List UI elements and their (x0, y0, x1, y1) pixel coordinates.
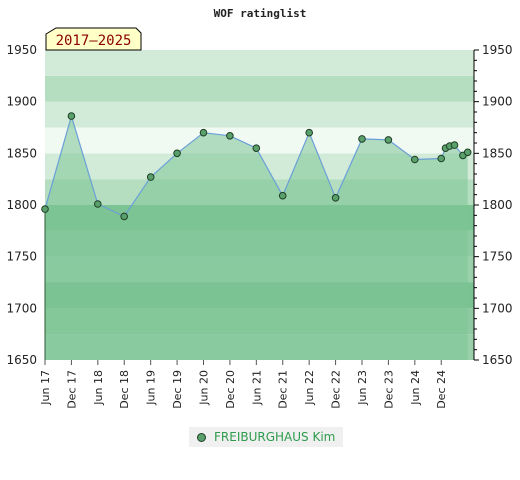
x-tick-label: Dec 21 (277, 370, 290, 409)
data-point (41, 205, 49, 213)
right-y-axis: 1650 1700 1750 1800 1850 1900 1950 (473, 43, 513, 367)
background-band (45, 101, 474, 128)
right-y-tick-label: 1900 (482, 95, 513, 109)
x-tick-label: Jun 24 (409, 370, 422, 406)
data-point (358, 135, 366, 143)
background-band (45, 75, 474, 102)
data-point (252, 144, 261, 152)
chart-title: WOF ratinglist (214, 7, 307, 20)
data-point (331, 194, 340, 202)
x-tick-label: Jun 17 (39, 370, 52, 406)
x-tick-label: Dec 19 (171, 370, 184, 409)
x-tick-label: Jun 18 (92, 370, 105, 406)
data-point (146, 173, 155, 181)
left-y-tick-label: 1950 (6, 43, 37, 57)
legend-label: FREIBURGHAUS Kim (214, 430, 336, 444)
left-y-tick-label: 1650 (6, 353, 37, 367)
left-y-axis: 1650 1700 1750 1800 1850 1900 1950 (6, 43, 37, 367)
x-tick-label: Jun 21 (250, 370, 263, 406)
x-tick-label: Dec 23 (382, 370, 395, 409)
data-point (199, 128, 208, 137)
data-point (278, 191, 287, 200)
period-badge-label: 2017–2025 (56, 33, 132, 49)
period-badge: 2017–2025 (45, 27, 142, 51)
x-tick-label: Dec 20 (224, 370, 237, 409)
left-y-tick-label: 1850 (6, 146, 37, 160)
left-y-tick-label: 1800 (6, 198, 37, 212)
right-y-tick-label: 1850 (482, 146, 513, 160)
legend-marker (197, 432, 206, 442)
data-point (463, 148, 472, 157)
data-point (437, 154, 446, 163)
x-tick-label: Jun 22 (303, 370, 316, 406)
x-tick-label: Jun 20 (197, 370, 210, 406)
period-badge-shape (45, 27, 142, 51)
right-y-tick-label: 1800 (482, 198, 513, 212)
left-y-tick-label: 1900 (6, 95, 37, 109)
right-y-tick-label: 1650 (482, 353, 513, 367)
x-tick-label: Dec 24 (435, 370, 448, 409)
data-point (67, 112, 76, 120)
data-point (305, 128, 314, 137)
x-tick-label: Dec 17 (65, 370, 78, 409)
data-point (384, 136, 393, 144)
data-point (450, 141, 459, 149)
data-point (173, 149, 181, 158)
x-tick-label: Dec 22 (330, 370, 343, 409)
data-point (120, 212, 128, 221)
data-points (41, 112, 472, 221)
x-tick-label: Jun 19 (145, 370, 158, 406)
left-y-tick-label: 1700 (6, 301, 37, 315)
x-axis: Jun 17 Dec 17 Jun 18 Dec 18 Jun 19 Dec 19 Jun … (39, 360, 448, 409)
data-point (411, 155, 419, 164)
data-point (226, 132, 234, 140)
right-y-tick-label: 1700 (482, 301, 513, 315)
right-y-tick-label: 1750 (482, 250, 513, 264)
x-tick-label: Dec 18 (118, 370, 131, 409)
data-point (94, 200, 102, 208)
right-y-tick-label: 1950 (482, 43, 513, 57)
x-tick-label: Jun 23 (356, 370, 369, 406)
series-area (45, 116, 468, 360)
left-y-tick-label: 1750 (6, 250, 37, 264)
background-band (45, 50, 474, 76)
legend: FREIBURGHAUS Kim (189, 427, 344, 447)
